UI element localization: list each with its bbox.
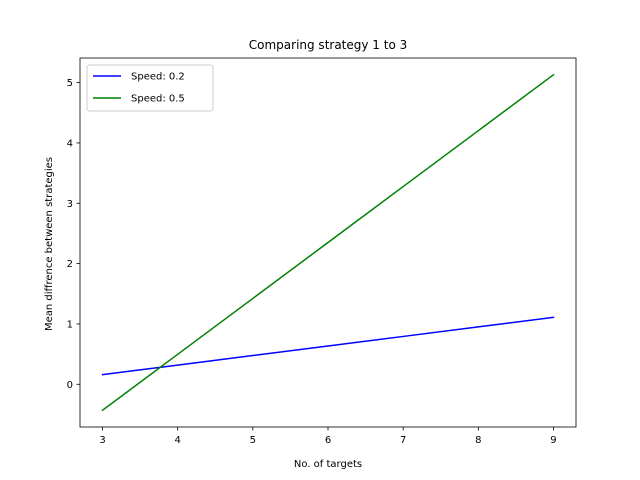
legend-label-1: Speed: 0.2 (131, 72, 185, 83)
y-tick-label: 0 (67, 380, 73, 391)
y-tick-label: 2 (67, 259, 73, 270)
x-tick-label: 8 (475, 435, 481, 446)
legend: Speed: 0.2 Speed: 0.5 (86, 64, 214, 112)
y-axis-label: Mean diffrence between strategies (44, 157, 55, 331)
x-tick-label: 4 (175, 435, 181, 446)
y-tick-label: 5 (67, 78, 73, 89)
x-tick-label: 5 (250, 435, 256, 446)
x-tick-label: 7 (400, 435, 406, 446)
x-tick-label: 6 (325, 435, 331, 446)
plot-area: 3 4 5 6 7 8 9 0 1 2 3 4 5 (67, 57, 577, 446)
x-tick-label: 9 (550, 435, 556, 446)
series-line-1 (101, 316, 555, 376)
y-tick-label: 1 (67, 319, 73, 330)
legend-label-2: Speed: 0.5 (131, 94, 185, 105)
y-tick-label: 4 (67, 138, 73, 149)
chart-title: Comparing strategy 1 to 3 (249, 38, 408, 52)
x-tick-label: 3 (99, 435, 105, 446)
series-line-2 (101, 73, 555, 412)
x-axis-label: No. of targets (294, 459, 362, 470)
y-tick-label: 3 (67, 199, 73, 210)
